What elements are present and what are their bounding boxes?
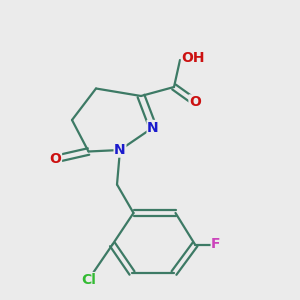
Text: O: O [189, 95, 201, 109]
Text: N: N [147, 121, 159, 134]
Text: O: O [50, 152, 61, 166]
Text: Cl: Cl [81, 273, 96, 286]
Text: F: F [211, 238, 221, 251]
Text: OH: OH [182, 52, 205, 65]
Text: N: N [114, 143, 126, 157]
